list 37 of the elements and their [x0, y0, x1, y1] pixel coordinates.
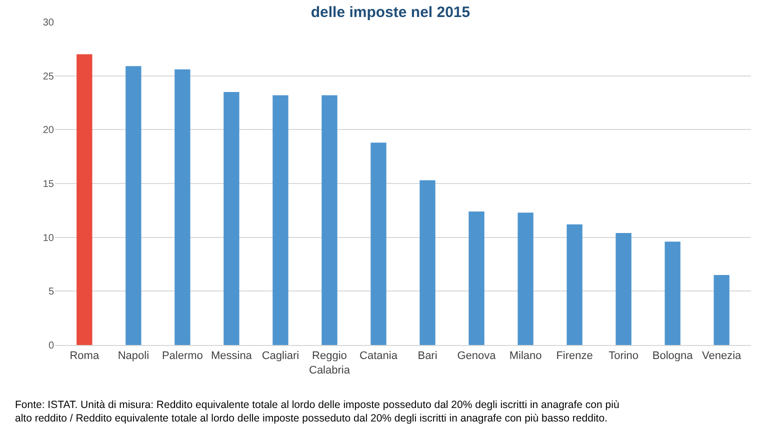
x-tick-label: Roma [70, 350, 100, 362]
y-tick-label: 15 [42, 179, 54, 190]
x-tick-label: Firenze [556, 350, 593, 362]
x-tick-label: Bari [418, 350, 438, 362]
bar [714, 275, 730, 345]
y-tick-label: 20 [42, 125, 54, 136]
bar [272, 95, 288, 345]
y-tick-label: 30 [42, 18, 54, 28]
x-tick-label: Cagliari [262, 350, 300, 362]
bar [174, 69, 190, 345]
x-tick-label: Venezia [702, 350, 742, 362]
bar [420, 180, 436, 345]
x-tick-label: Catania [360, 350, 398, 362]
y-tick-label: 25 [42, 71, 54, 82]
bar [322, 95, 338, 345]
bar [370, 142, 386, 345]
bar [126, 66, 142, 345]
x-tick-label: Palermo [162, 350, 203, 362]
x-tick-label: Torino [608, 350, 639, 362]
source-note: Fonte: ISTAT. Unità di misura: Reddito equivalente totale al lordo delle imposte posseduto dal 20% degli iscritti in anagrafe con più alto reddito / Reddito equivalente totale al lordo delle imposte posseduto dal 20% degli iscritti in anagrafe con più basso reddito. [15, 399, 620, 425]
bar [224, 92, 240, 345]
bar [76, 54, 92, 345]
bar [518, 212, 534, 345]
bar [616, 233, 632, 345]
x-tick-label: Messina [210, 350, 253, 362]
x-tick-label: Reggio Calabria [308, 350, 351, 376]
bar [468, 211, 484, 345]
bar [566, 224, 582, 345]
bar [664, 242, 680, 345]
x-tick-label: Genova [457, 350, 497, 362]
y-tick-label: 5 [48, 286, 54, 298]
x-tick-label: Milano [509, 350, 542, 362]
x-tick-label: Napoli [118, 350, 150, 362]
y-tick-label: 10 [42, 232, 54, 244]
x-tick-label: Bologna [652, 350, 694, 362]
y-tick-label: 0 [48, 340, 54, 352]
chart-title: delle imposte nel 2015 [310, 4, 470, 22]
